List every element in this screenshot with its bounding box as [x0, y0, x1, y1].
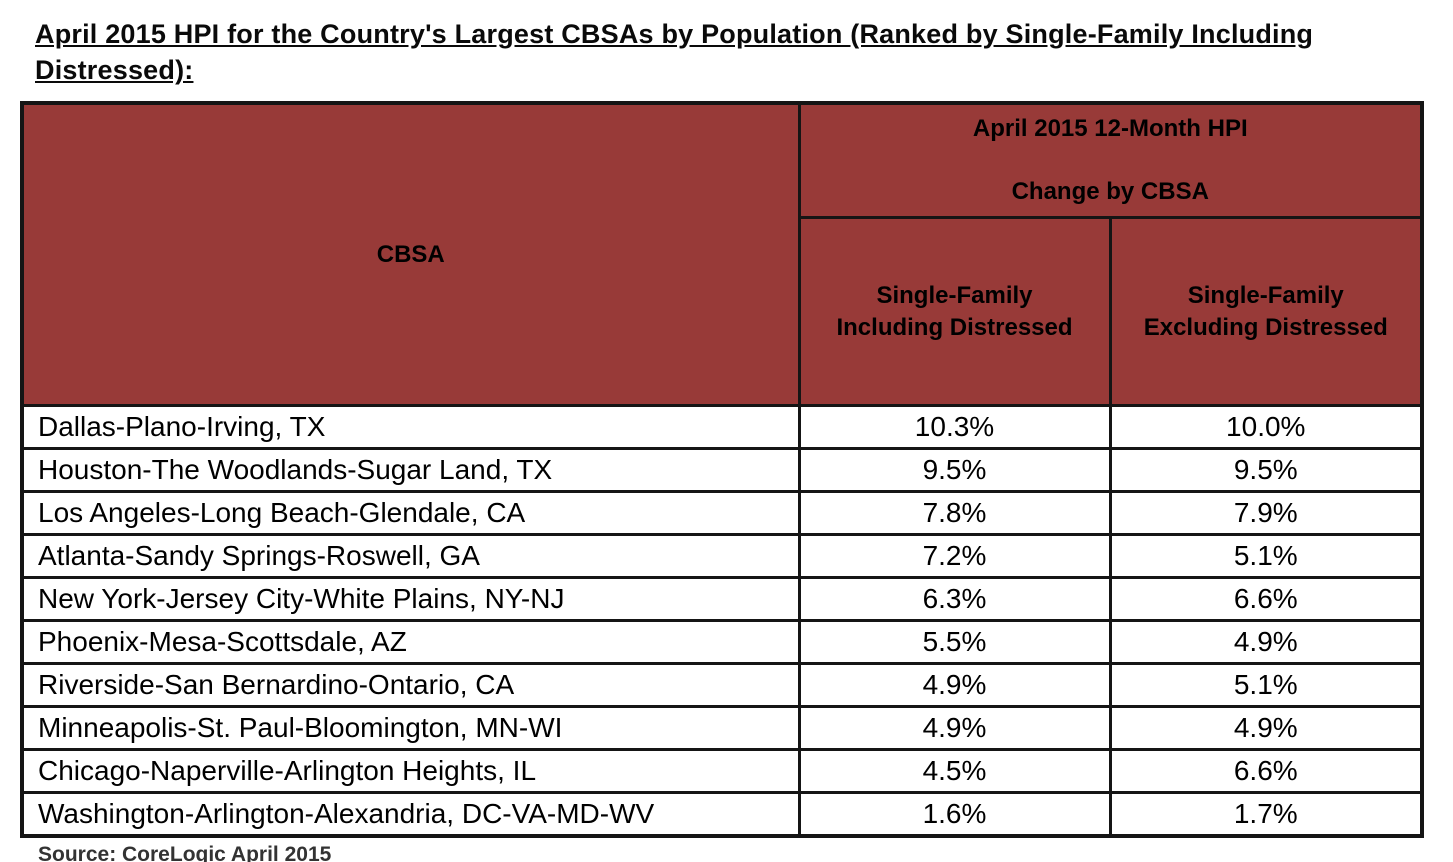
- cbsa-cell: New York-Jersey City-White Plains, NY-NJ: [20, 576, 801, 623]
- column-header-excluding-distressed: Single-Family Excluding Distressed: [1108, 216, 1424, 408]
- including-value-cell: 4.9%: [797, 662, 1112, 709]
- cbsa-cell: Minneapolis-St. Paul-Bloomington, MN-WI: [20, 705, 801, 752]
- including-value-cell: 4.9%: [797, 705, 1112, 752]
- excluding-value-cell: 1.7%: [1108, 791, 1424, 838]
- cbsa-cell: Atlanta-Sandy Springs-Roswell, GA: [20, 533, 801, 580]
- including-value-cell: 4.5%: [797, 748, 1112, 795]
- including-value-cell: 6.3%: [797, 576, 1112, 623]
- excluding-value-cell: 6.6%: [1108, 576, 1424, 623]
- header-group-row: CBSA April 2015 12-Month HPI Change by C…: [20, 101, 1424, 408]
- source-note: Source: CoreLogic April 2015: [38, 842, 332, 862]
- table-row: Dallas-Plano-Irving, TX 10.3% 10.0%: [20, 404, 1424, 451]
- excluding-value-cell: 5.1%: [1108, 662, 1424, 709]
- table-row: Phoenix-Mesa-Scottsdale, AZ 5.5% 4.9%: [20, 619, 1424, 666]
- excluding-value-cell: 10.0%: [1108, 404, 1424, 451]
- excluding-value-cell: 9.5%: [1108, 447, 1424, 494]
- column-header-including-distressed: Single-Family Including Distressed: [797, 216, 1112, 408]
- header-sub-row: Single-Family Including Distressed Singl…: [22, 216, 1424, 408]
- page-title: April 2015 HPI for the Country's Largest…: [35, 19, 1314, 86]
- table-row: Houston-The Woodlands-Sugar Land, TX 9.5…: [20, 447, 1424, 494]
- cbsa-cell: Chicago-Naperville-Arlington Heights, IL: [20, 748, 801, 795]
- including-value-cell: 7.2%: [797, 533, 1112, 580]
- table-row: Chicago-Naperville-Arlington Heights, IL…: [20, 748, 1424, 795]
- excluding-value-cell: 4.9%: [1108, 619, 1424, 666]
- hpi-table: CBSA April 2015 12-Month HPI Change by C…: [20, 100, 1425, 838]
- table-row: Minneapolis-St. Paul-Bloomington, MN-WI …: [20, 705, 1424, 752]
- cbsa-cell: Phoenix-Mesa-Scottsdale, AZ: [20, 619, 801, 666]
- including-value-cell: 10.3%: [797, 404, 1112, 451]
- cbsa-cell: Washington-Arlington-Alexandria, DC-VA-M…: [20, 791, 801, 838]
- column-header-cbsa: CBSA: [20, 101, 801, 408]
- including-value-cell: 5.5%: [797, 619, 1112, 666]
- table-row: Los Angeles-Long Beach-Glendale, CA 7.8%…: [20, 490, 1424, 537]
- table-row: Riverside-San Bernardino-Ontario, CA 4.9…: [20, 662, 1424, 709]
- cbsa-cell: Dallas-Plano-Irving, TX: [20, 404, 801, 451]
- excluding-value-cell: 7.9%: [1108, 490, 1424, 537]
- table-row: Atlanta-Sandy Springs-Roswell, GA 7.2% 5…: [20, 533, 1424, 580]
- excluding-value-cell: 4.9%: [1108, 705, 1424, 752]
- including-value-cell: 1.6%: [797, 791, 1112, 838]
- cbsa-cell: Houston-The Woodlands-Sugar Land, TX: [20, 447, 801, 494]
- including-value-cell: 9.5%: [797, 447, 1112, 494]
- table-row: New York-Jersey City-White Plains, NY-NJ…: [20, 576, 1424, 623]
- column-group-header: April 2015 12-Month HPI Change by CBSA: [797, 101, 1424, 220]
- cbsa-cell: Los Angeles-Long Beach-Glendale, CA: [20, 490, 801, 537]
- table-row: Washington-Arlington-Alexandria, DC-VA-M…: [20, 791, 1424, 838]
- excluding-value-cell: 5.1%: [1108, 533, 1424, 580]
- including-value-cell: 7.8%: [797, 490, 1112, 537]
- excluding-value-cell: 6.6%: [1108, 748, 1424, 795]
- cbsa-cell: Riverside-San Bernardino-Ontario, CA: [20, 662, 801, 709]
